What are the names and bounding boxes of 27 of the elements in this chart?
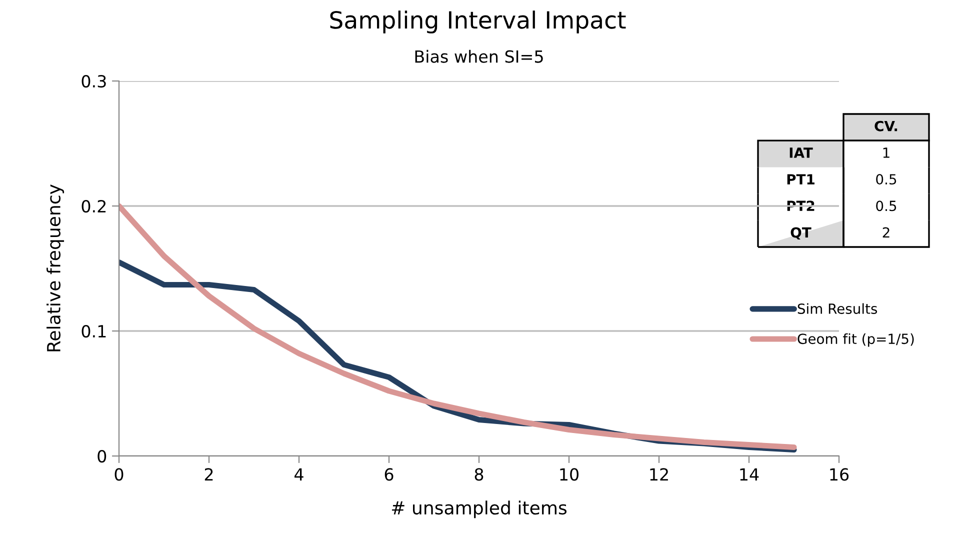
y-axis-title: Relative frequency bbox=[46, 184, 64, 352]
annotation: QT bbox=[790, 227, 812, 240]
text: 2 bbox=[882, 227, 890, 238]
chart-title: Sampling Interval Impact bbox=[330, 10, 626, 34]
text: 0.5 bbox=[876, 200, 896, 212]
x-tick-label: 2 bbox=[204, 468, 213, 480]
x-tick-label: 8 bbox=[474, 468, 484, 481]
chart-subtitle: Bias when SI=5 bbox=[415, 50, 543, 63]
x-axis-title: # unsampled items bbox=[392, 500, 567, 518]
text: CV. bbox=[874, 120, 898, 132]
legend-label: Geom fit (p=1/5) bbox=[798, 333, 914, 347]
y-tick-label: 0.1 bbox=[82, 324, 106, 338]
y-tick-label: 0.3 bbox=[82, 74, 106, 88]
y-tick-label: 0 bbox=[98, 450, 106, 463]
text: 1 bbox=[883, 148, 890, 158]
x-tick-label: 10 bbox=[560, 468, 578, 481]
x-tick-label: 6 bbox=[384, 468, 394, 481]
x-tick-label: 14 bbox=[740, 468, 759, 480]
annotation: IAT bbox=[790, 148, 813, 158]
x-tick-label: 16 bbox=[830, 468, 849, 481]
x-tick-label: 0 bbox=[114, 468, 124, 481]
legend-label: Sim Results bbox=[798, 303, 878, 314]
y-tick-label: 0.2 bbox=[82, 200, 106, 213]
x-tick-label: 12 bbox=[650, 468, 668, 480]
text: 0.5 bbox=[876, 174, 896, 185]
x-tick-label: 4 bbox=[294, 468, 304, 480]
annotation: PT1 bbox=[787, 174, 814, 184]
